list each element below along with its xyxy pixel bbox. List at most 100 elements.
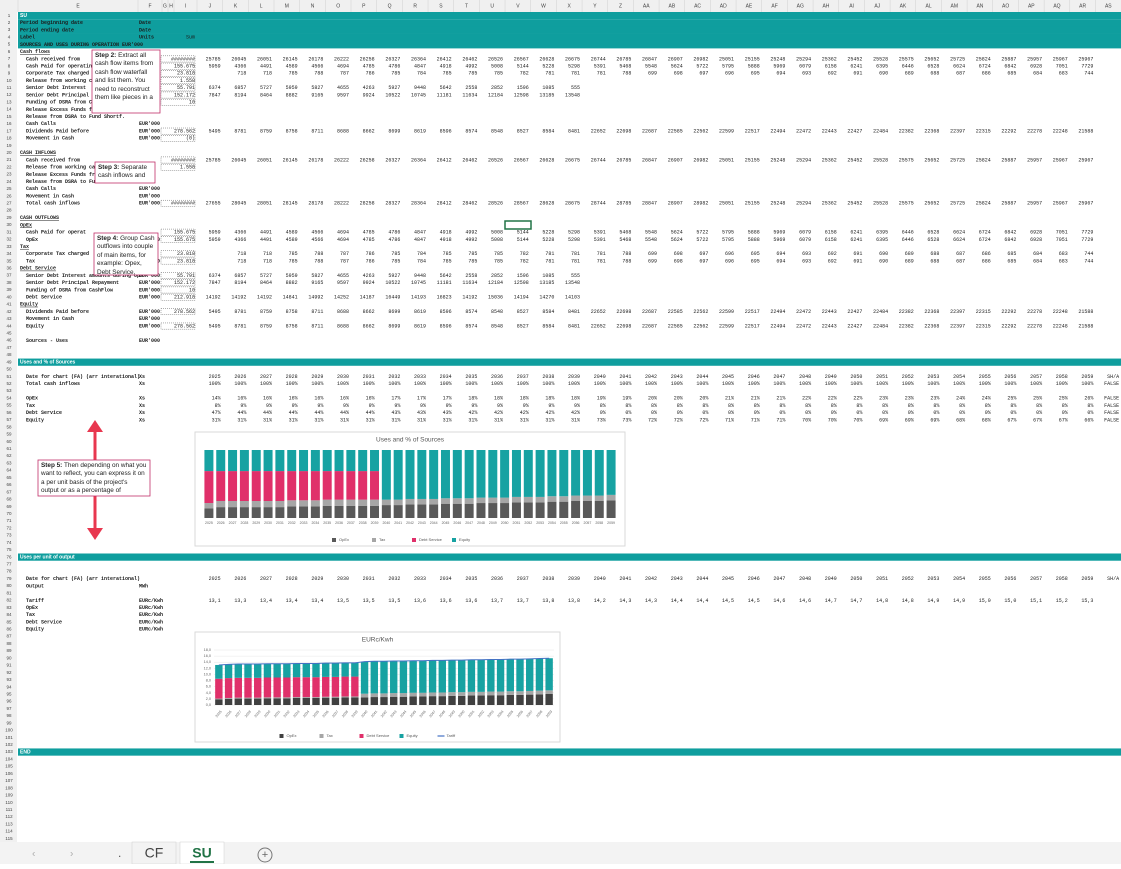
row-number: 56: [6, 410, 12, 415]
x-tick-label: 2052: [477, 710, 485, 719]
row-number: 8: [8, 63, 11, 68]
cell-value: 2852: [491, 85, 503, 91]
cell-value: 25528: [873, 157, 888, 163]
bar-segment: [254, 697, 262, 699]
bar-segment: [254, 664, 262, 678]
bar-segment: [310, 450, 320, 472]
row-number: 61: [6, 446, 12, 451]
tab-scroll-right[interactable]: ›: [70, 849, 73, 860]
bar-segment: [390, 661, 398, 694]
tab-scroll-left[interactable]: ‹: [32, 849, 35, 860]
row-unit: Xs: [139, 417, 145, 423]
cell-value: 6528: [927, 230, 939, 236]
cell-value: 28045: [231, 201, 246, 207]
cell-value: 14%: [212, 396, 221, 402]
cell-value: 44%: [340, 410, 349, 416]
selected-cell[interactable]: [504, 220, 532, 230]
cell-value: FALSE: [1104, 403, 1119, 409]
cell-value: 785: [468, 251, 477, 257]
cell-value: 7729: [1081, 237, 1093, 243]
bar-segment: [464, 498, 474, 504]
row-unit: EUR'000: [139, 186, 160, 192]
cell-value: 0%: [882, 410, 888, 416]
cell-value: 9165: [311, 280, 323, 286]
sheet-tab-label[interactable]: CF: [145, 845, 164, 861]
column-letter: O: [336, 3, 340, 9]
column-letter: AI: [849, 3, 854, 9]
row-number: 87: [6, 634, 12, 639]
x-tick-label: 2051: [467, 710, 475, 719]
row-label: Tax: [26, 258, 35, 264]
x-tick-label: 2033: [300, 521, 308, 525]
cell-value: 686: [982, 258, 991, 264]
cell-value: 8699: [388, 309, 400, 315]
cell-value: 788: [314, 251, 323, 257]
cell-value: 2053: [927, 576, 939, 582]
x-tick-label: 2042: [380, 710, 388, 719]
cell-value: 0%: [625, 410, 631, 416]
cell-value: 13185: [539, 280, 554, 286]
cell-value: 782: [520, 251, 529, 257]
cell-value: 2029: [311, 374, 323, 380]
cell-value: 22698: [616, 128, 631, 134]
bar-segment: [409, 696, 417, 705]
cell-value: 785: [443, 258, 452, 264]
column-letter: L: [260, 3, 263, 9]
cell-value: 22443: [822, 309, 837, 315]
cell-value: 100%: [568, 381, 580, 387]
bar-segment: [571, 450, 581, 496]
cell-value: 26412: [437, 157, 452, 163]
row-number: 79: [6, 576, 12, 581]
x-tick-label: 2034: [302, 710, 310, 719]
row-number: 18: [6, 136, 12, 141]
sheet-tab-label[interactable]: SU: [192, 845, 211, 861]
row-number: 114: [5, 829, 13, 834]
bar-segment: [358, 505, 368, 518]
row-unit: EUR'000: [139, 338, 160, 344]
cell-value: 786: [366, 251, 375, 257]
cell-value: 17%: [391, 396, 400, 402]
cell-value: 4589: [286, 63, 298, 69]
cell-value: 25575: [899, 201, 914, 207]
cell-value: 31%: [314, 417, 323, 423]
bar-segment: [351, 662, 359, 677]
cell-value: 21%: [776, 396, 785, 402]
bar-segment: [322, 505, 332, 518]
cell-value: 25248: [770, 201, 785, 207]
cell-value: 100%: [517, 381, 529, 387]
row-number: 109: [5, 793, 13, 798]
cell-value: 31%: [391, 417, 400, 423]
row-unit: EUR'000: [139, 295, 160, 301]
cell-value: 5888: [748, 237, 760, 243]
cell-value: 684: [1033, 71, 1042, 77]
cell-value: 4992: [465, 237, 477, 243]
bar-segment: [535, 450, 545, 497]
cell-value: 21%: [751, 396, 760, 402]
add-sheet[interactable]: [257, 847, 273, 863]
cell-value: 6241: [850, 237, 862, 243]
bar-segment: [263, 698, 272, 705]
cell-value: 22315: [976, 128, 991, 134]
column-letter: AH: [822, 3, 829, 9]
cell-value: 6928: [1030, 230, 1042, 236]
cell-value: 25967: [1053, 157, 1068, 163]
row-number: 71: [6, 518, 12, 523]
callout-box: [94, 161, 156, 184]
row-label: Funding of DSRA from CashFlow: [26, 287, 113, 293]
cell-value: 785: [391, 258, 400, 264]
add-sheet-icon[interactable]: +: [262, 849, 268, 861]
bar-segment: [464, 450, 474, 499]
bar-segment: [448, 660, 456, 693]
row-number: 99: [6, 720, 12, 725]
total-cell: [160, 55, 196, 63]
row-label: Debt Service: [20, 266, 56, 272]
tab-ellipsis[interactable]: .: [118, 846, 121, 860]
cell-value: 5495: [209, 309, 221, 315]
row-total: 1.558: [180, 78, 195, 84]
row-label: Date for chart (FA) (arr interational): [26, 576, 140, 582]
cell-value: 72%: [699, 417, 708, 423]
cell-value: 12184: [488, 280, 503, 286]
bar-segment: [405, 504, 415, 518]
x-tick-label: 2057: [526, 710, 534, 719]
cell-value: 781: [571, 71, 580, 77]
